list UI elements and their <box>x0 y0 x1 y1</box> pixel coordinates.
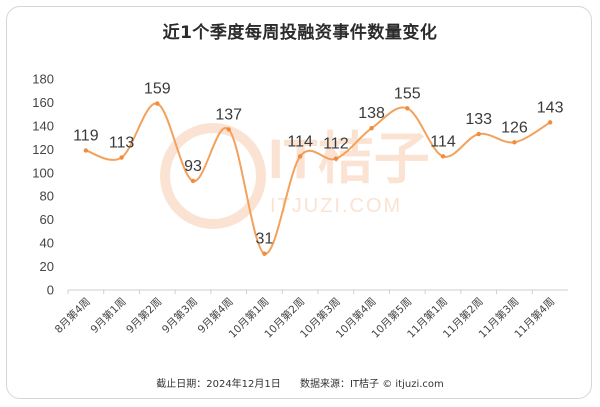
x-axis-ticks: 8月第4周9月第1周9月第2周9月第3周9月第4周10月第1周10月第2周10月… <box>52 290 557 341</box>
y-tick-label: 180 <box>32 72 54 87</box>
y-tick-label: 60 <box>40 212 54 227</box>
x-tick-label: 9月第1周 <box>88 295 129 336</box>
data-label: 137 <box>215 106 242 123</box>
y-tick-label: 20 <box>40 259 54 274</box>
data-label: 133 <box>465 111 492 128</box>
data-point <box>476 131 481 137</box>
footer-source: 数据来源：IT桔子 © itjuzi.com <box>299 379 444 390</box>
data-label: 114 <box>287 133 313 150</box>
y-tick-label: 120 <box>32 142 54 157</box>
data-label: 93 <box>184 158 202 175</box>
data-label: 119 <box>73 128 99 145</box>
y-tick-label: 0 <box>47 283 54 298</box>
data-labels: 119 113 159 93 137 31 114 112 138 155 114 133 126 143 <box>73 81 563 248</box>
watermark-text: IT桔子 <box>268 127 430 190</box>
data-point <box>369 126 374 131</box>
y-tick-label: 140 <box>32 118 54 133</box>
data-label: 113 <box>109 135 135 152</box>
y-tick-label: 40 <box>40 236 54 251</box>
series-line <box>83 101 553 256</box>
data-point <box>226 127 231 132</box>
data-label: 155 <box>394 85 421 102</box>
watermark-logo: IT桔子 ITJUZI.COM <box>160 123 430 229</box>
data-point <box>190 178 196 184</box>
x-tick-label: 9月第2周 <box>123 295 164 336</box>
watermark-circle <box>160 123 266 229</box>
data-label: 31 <box>256 231 274 248</box>
x-tick-label: 9月第3周 <box>159 295 200 336</box>
watermark-url: ITJUZI.COM <box>270 195 402 217</box>
chart-title: 近1个季度每周投融资事件数量变化 <box>162 23 438 43</box>
x-tick-label: 8月第4周 <box>52 295 93 336</box>
y-tick-label: 80 <box>40 189 54 204</box>
y-tick-label: 160 <box>32 95 54 110</box>
data-point <box>155 101 160 106</box>
data-point <box>119 155 124 160</box>
data-point <box>405 106 410 111</box>
data-point <box>83 148 89 153</box>
footer-date: 截止日期：2024年12月1日 <box>156 379 281 390</box>
data-label: 112 <box>323 136 349 153</box>
y-axis-ticks: 0 20 40 60 80 100 120 140 160 180 <box>32 72 54 298</box>
data-label: 143 <box>537 99 564 116</box>
data-point <box>297 154 303 159</box>
data-point <box>262 251 267 256</box>
chart-footer: 截止日期：2024年12月1日 数据来源：IT桔子 © itjuzi.com <box>0 375 600 390</box>
y-tick-label: 100 <box>32 165 54 180</box>
data-label: 126 <box>501 119 528 136</box>
data-label: 138 <box>358 105 385 122</box>
data-point <box>333 156 339 161</box>
data-point <box>512 140 517 145</box>
data-label: 114 <box>430 133 456 150</box>
data-point <box>547 120 553 125</box>
data-label: 159 <box>144 81 171 98</box>
data-point <box>440 154 446 159</box>
chart-frame <box>6 6 592 399</box>
